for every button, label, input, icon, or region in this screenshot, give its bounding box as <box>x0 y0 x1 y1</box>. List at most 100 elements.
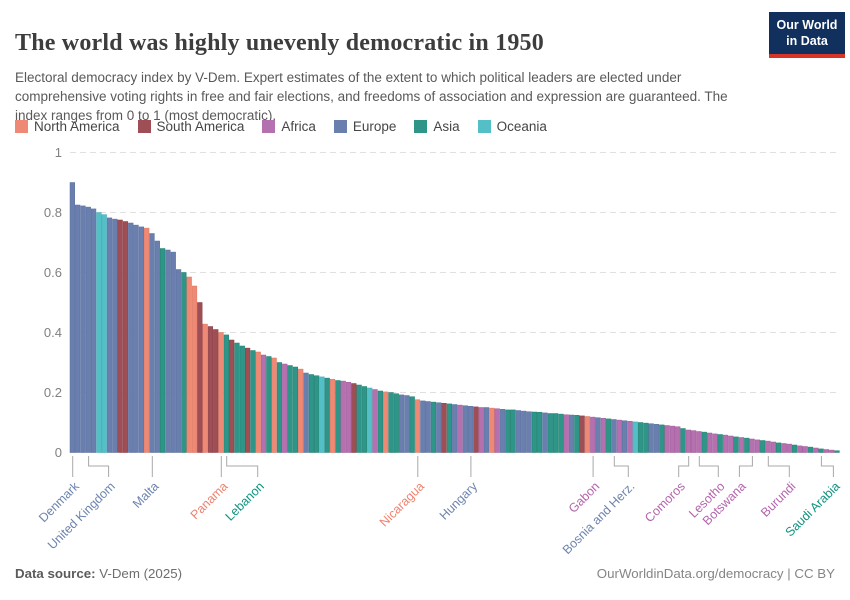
bar[interactable] <box>813 447 819 453</box>
bar[interactable] <box>191 285 198 453</box>
bar[interactable] <box>404 395 410 453</box>
bar[interactable] <box>590 416 596 453</box>
bar[interactable] <box>335 380 341 453</box>
bar[interactable] <box>659 424 665 453</box>
bar[interactable] <box>622 420 628 453</box>
bar[interactable] <box>563 414 569 453</box>
bar[interactable] <box>515 410 522 453</box>
legend-item-asia[interactable]: Asia <box>414 119 460 134</box>
bar[interactable] <box>637 422 644 453</box>
bar[interactable] <box>271 357 277 453</box>
bar[interactable] <box>499 409 506 453</box>
bar[interactable] <box>489 407 495 453</box>
bar[interactable] <box>706 432 713 453</box>
bar[interactable] <box>367 387 373 453</box>
bar[interactable] <box>112 218 118 453</box>
bar[interactable] <box>436 402 442 453</box>
bar[interactable] <box>526 411 532 453</box>
bar[interactable] <box>584 416 591 453</box>
bar[interactable] <box>430 401 437 453</box>
country-label-united-kingdom[interactable]: United Kingdom <box>45 479 118 552</box>
bar[interactable] <box>255 351 261 453</box>
bar[interactable] <box>648 423 654 453</box>
bar[interactable] <box>770 441 776 453</box>
bar[interactable] <box>468 406 474 453</box>
country-label-burundi[interactable]: Burundi <box>758 479 798 519</box>
bar[interactable] <box>425 401 431 453</box>
legend-item-africa[interactable]: Africa <box>262 119 316 134</box>
bar[interactable] <box>441 403 447 453</box>
bar[interactable] <box>234 342 240 453</box>
bar[interactable] <box>244 347 251 453</box>
bar[interactable] <box>685 429 691 453</box>
bar[interactable] <box>462 405 468 453</box>
bar[interactable] <box>781 443 787 453</box>
bar[interactable] <box>717 434 723 453</box>
bar[interactable] <box>292 366 298 453</box>
bar[interactable] <box>287 365 293 453</box>
bar[interactable] <box>680 428 686 453</box>
bar[interactable] <box>701 431 707 453</box>
bar[interactable] <box>483 407 490 453</box>
bar[interactable] <box>356 384 362 453</box>
bar[interactable] <box>106 217 113 453</box>
bar[interactable] <box>223 334 229 453</box>
bar[interactable] <box>754 439 760 453</box>
bar[interactable] <box>765 440 771 453</box>
bar[interactable] <box>606 418 612 453</box>
legend-item-oceania[interactable]: Oceania <box>477 119 547 134</box>
bar[interactable] <box>446 403 452 453</box>
bar[interactable] <box>776 442 782 453</box>
bar[interactable] <box>457 404 463 453</box>
legend-item-europe[interactable]: Europe <box>333 119 396 134</box>
bar[interactable] <box>552 413 559 453</box>
legend-item-north-america[interactable]: North America <box>15 119 120 134</box>
bar[interactable] <box>398 394 405 453</box>
bar[interactable] <box>186 276 192 453</box>
bar[interactable] <box>834 450 840 453</box>
bar[interactable] <box>361 386 368 453</box>
bar[interactable] <box>478 407 484 453</box>
bar[interactable] <box>372 389 378 453</box>
bar[interactable] <box>669 425 676 453</box>
bar[interactable] <box>537 412 543 453</box>
bar[interactable] <box>266 356 272 453</box>
bar[interactable] <box>494 408 500 453</box>
bar[interactable] <box>823 449 830 453</box>
bar[interactable] <box>738 437 745 453</box>
bar[interactable] <box>117 219 123 453</box>
bar[interactable] <box>69 182 75 453</box>
bar[interactable] <box>197 302 203 453</box>
bar[interactable] <box>340 380 346 453</box>
bar[interactable] <box>627 421 633 453</box>
bar[interactable] <box>542 412 548 453</box>
country-label-comoros[interactable]: Comoros <box>642 479 688 525</box>
bar[interactable] <box>579 415 585 453</box>
bar[interactable] <box>505 409 511 453</box>
bar[interactable] <box>303 372 309 453</box>
bar[interactable] <box>531 411 537 453</box>
bar[interactable] <box>260 354 267 453</box>
bar[interactable] <box>675 426 681 453</box>
bar[interactable] <box>829 449 835 453</box>
bar[interactable] <box>653 424 660 453</box>
bar[interactable] <box>213 329 219 453</box>
bar[interactable] <box>521 410 527 453</box>
country-label-lebanon[interactable]: Lebanon <box>223 479 267 523</box>
bar[interactable] <box>691 430 697 453</box>
bar[interactable] <box>722 434 729 453</box>
bar[interactable] <box>696 431 702 453</box>
bar[interactable] <box>643 422 649 453</box>
bar[interactable] <box>154 240 160 453</box>
bar[interactable] <box>308 374 314 453</box>
bar[interactable] <box>744 437 750 453</box>
bar[interactable] <box>229 339 235 453</box>
bar[interactable] <box>558 413 564 453</box>
bar[interactable] <box>324 377 330 453</box>
bar[interactable] <box>712 433 718 453</box>
bar[interactable] <box>170 251 176 453</box>
bar[interactable] <box>101 214 107 453</box>
bar[interactable] <box>239 345 245 453</box>
bar[interactable] <box>664 425 670 453</box>
bar[interactable] <box>218 332 224 453</box>
